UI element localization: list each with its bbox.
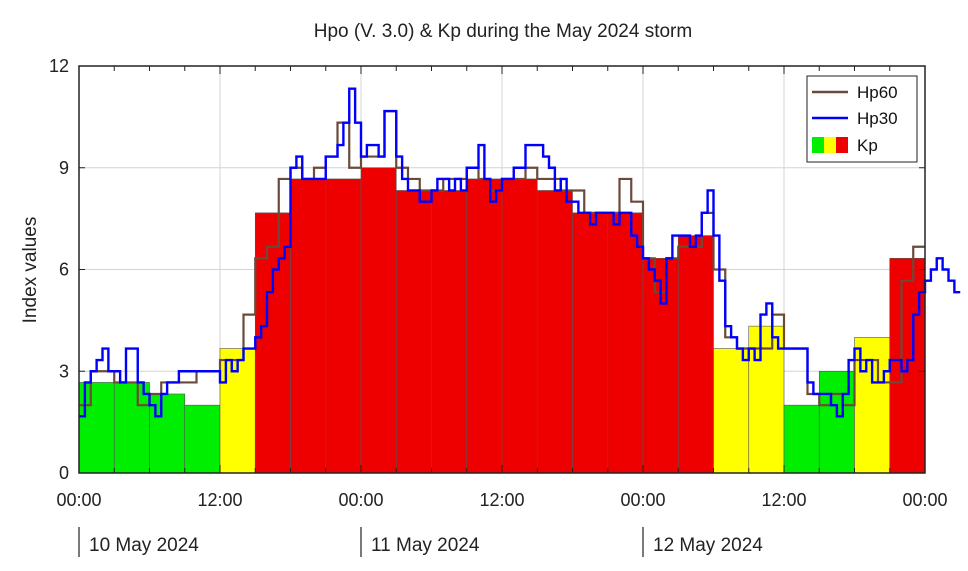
kp-bar bbox=[325, 178, 362, 474]
kp-bar bbox=[572, 212, 609, 474]
kp-bar bbox=[677, 235, 714, 474]
kp-bar bbox=[536, 190, 573, 474]
y-tick-label: 9 bbox=[59, 158, 69, 178]
y-tick-label: 0 bbox=[59, 463, 69, 483]
date-label: 10 May 2024 bbox=[89, 535, 199, 556]
hp-lines bbox=[79, 87, 961, 418]
kp-bar bbox=[184, 404, 221, 474]
y-axis-label: Index values bbox=[20, 217, 41, 324]
kp-bar bbox=[395, 190, 432, 474]
hp30-line bbox=[79, 87, 961, 418]
legend: Hp60 Hp30 Kp bbox=[806, 75, 918, 163]
kp-bar bbox=[360, 167, 397, 474]
y-tick-label: 6 bbox=[59, 260, 69, 280]
kp-bar bbox=[783, 404, 820, 474]
kp-bar bbox=[431, 190, 468, 474]
kp-bar bbox=[290, 178, 327, 474]
y-tick-label: 12 bbox=[49, 56, 69, 76]
x-tick-label: 12:00 bbox=[479, 490, 524, 510]
x-tick-label: 00:00 bbox=[338, 490, 383, 510]
x-tick-label: 00:00 bbox=[902, 490, 947, 510]
kp-bar bbox=[113, 382, 150, 474]
kp-bar bbox=[466, 178, 503, 474]
chart-title: Hpo (V. 3.0) & Kp during the May 2024 st… bbox=[314, 21, 692, 42]
kp-bars bbox=[78, 167, 926, 474]
kp-bar bbox=[713, 348, 750, 474]
y-tick-label: 3 bbox=[59, 361, 69, 381]
legend-swatch-kp-red bbox=[836, 137, 848, 153]
legend-label-hp60: Hp60 bbox=[857, 83, 898, 102]
legend-label-hp30: Hp30 bbox=[857, 109, 898, 128]
kp-bar bbox=[607, 212, 644, 474]
legend-swatch-kp-yellow bbox=[824, 137, 836, 153]
x-tick-label: 12:00 bbox=[761, 490, 806, 510]
axis-ticks: 0 3 6 9 12 00:00 12:00 00:00 12:00 00:00 12:00 00:0… bbox=[49, 56, 948, 557]
legend-label-kp: Kp bbox=[857, 136, 878, 155]
legend-swatch-kp-green bbox=[812, 137, 824, 153]
kp-bar bbox=[501, 178, 538, 474]
date-label: 11 May 2024 bbox=[371, 535, 480, 556]
x-tick-label: 12:00 bbox=[197, 490, 242, 510]
date-label: 12 May 2024 bbox=[653, 535, 763, 556]
x-tick-label: 00:00 bbox=[620, 490, 665, 510]
x-tick-label: 00:00 bbox=[56, 490, 101, 510]
